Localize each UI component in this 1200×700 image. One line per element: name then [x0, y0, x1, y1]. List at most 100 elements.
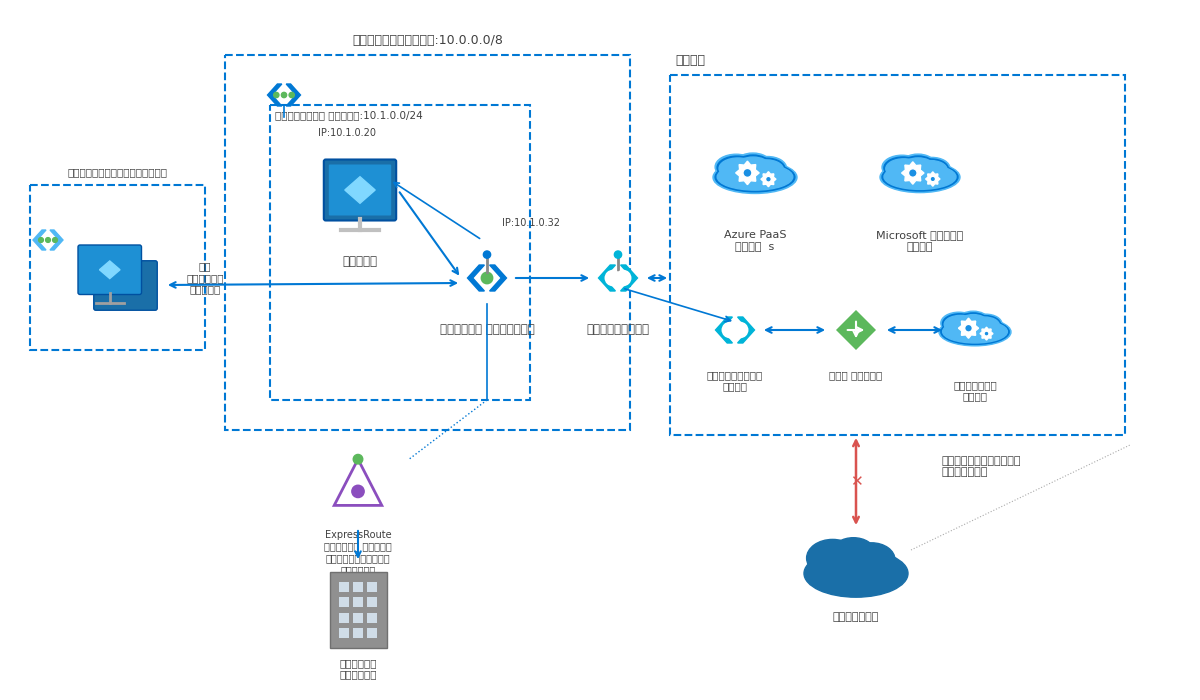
Ellipse shape [804, 550, 908, 597]
Circle shape [930, 176, 936, 182]
Polygon shape [100, 261, 120, 279]
Bar [367, 612, 377, 622]
Ellipse shape [970, 316, 1001, 334]
Ellipse shape [715, 162, 794, 192]
Ellipse shape [941, 319, 1009, 344]
Ellipse shape [970, 317, 1000, 333]
Ellipse shape [737, 155, 769, 172]
Text: ロード バランサー: ロード バランサー [829, 370, 883, 380]
Ellipse shape [941, 312, 977, 334]
Ellipse shape [914, 158, 950, 179]
Ellipse shape [884, 157, 922, 179]
Text: ピアリングされた仗想ネットワーク: ピアリングされた仗想ネットワーク [67, 167, 168, 177]
Ellipse shape [833, 538, 874, 565]
Ellipse shape [719, 158, 757, 178]
Bar [353, 612, 362, 622]
Polygon shape [34, 230, 46, 250]
Polygon shape [736, 161, 760, 185]
Ellipse shape [882, 163, 958, 191]
Text: サービスはインターネット
から保護される: サービスはインターネット から保護される [941, 456, 1020, 477]
Ellipse shape [914, 160, 947, 178]
Text: 会社が作成した
サービス: 会社が作成した サービス [953, 380, 997, 402]
Polygon shape [901, 162, 924, 184]
Text: Azure PaaS
サービス  s: Azure PaaS サービス s [724, 230, 786, 251]
Polygon shape [599, 265, 616, 291]
Text: プライベートリンク
サービス: プライベートリンク サービス [707, 370, 763, 391]
Ellipse shape [914, 159, 948, 179]
Circle shape [481, 272, 493, 284]
Polygon shape [620, 265, 637, 291]
Ellipse shape [960, 313, 986, 328]
Ellipse shape [715, 154, 757, 180]
Ellipse shape [718, 164, 793, 190]
Polygon shape [268, 84, 282, 106]
Circle shape [274, 92, 278, 97]
Bar [330, 572, 386, 648]
Ellipse shape [738, 157, 768, 172]
Text: サービス: サービス [674, 54, 706, 67]
Ellipse shape [942, 314, 977, 334]
Polygon shape [925, 172, 940, 186]
Text: 仗想マシン: 仗想マシン [342, 255, 378, 268]
Polygon shape [287, 84, 300, 106]
Text: オンプレミス
ネットワーク: オンプレミス ネットワーク [340, 658, 377, 680]
Bar [353, 582, 362, 592]
Bar [338, 612, 349, 622]
Ellipse shape [970, 314, 1002, 334]
Text: ExpressRoute
プライベート ピアリング
または仗想プライベート
ネットワーク: ExpressRoute プライベート ピアリング または仗想プライベート ネッ… [324, 530, 392, 575]
Ellipse shape [884, 164, 956, 190]
Circle shape [965, 324, 972, 332]
Bar [367, 628, 377, 638]
Polygon shape [835, 309, 877, 351]
Circle shape [908, 169, 917, 177]
FancyBboxPatch shape [329, 164, 391, 216]
Ellipse shape [902, 156, 934, 172]
Ellipse shape [806, 540, 859, 577]
Ellipse shape [880, 162, 960, 193]
Text: IP:10.1.0.32: IP:10.1.0.32 [502, 218, 560, 228]
Ellipse shape [940, 318, 1010, 346]
Text: インターネット: インターネット [833, 612, 880, 622]
Polygon shape [344, 176, 376, 203]
Circle shape [38, 237, 43, 242]
Circle shape [484, 251, 491, 258]
Text: 仗想
ネットワーク
ピアリング: 仗想 ネットワーク ピアリング [186, 261, 223, 295]
Text: IP:10.1.0.20: IP:10.1.0.20 [318, 128, 376, 138]
Ellipse shape [736, 153, 769, 172]
Bar [270, 105, 530, 400]
Text: ✕: ✕ [850, 474, 863, 489]
Ellipse shape [749, 157, 786, 180]
Circle shape [766, 176, 772, 182]
Ellipse shape [718, 156, 757, 179]
Ellipse shape [944, 316, 977, 333]
Circle shape [353, 454, 362, 464]
Bar [338, 582, 349, 592]
Ellipse shape [960, 314, 986, 328]
Bar [30, 185, 205, 350]
Polygon shape [490, 265, 506, 291]
Polygon shape [738, 317, 755, 343]
Circle shape [53, 237, 58, 242]
FancyBboxPatch shape [94, 261, 157, 310]
Bar [353, 598, 362, 608]
Ellipse shape [713, 161, 797, 193]
Ellipse shape [886, 159, 922, 178]
Circle shape [614, 251, 622, 258]
Circle shape [984, 331, 989, 336]
Ellipse shape [902, 154, 934, 172]
Ellipse shape [959, 312, 988, 327]
Ellipse shape [749, 158, 785, 179]
Bar [226, 55, 630, 430]
Bar [367, 582, 377, 592]
Bar [338, 598, 349, 608]
Bar [338, 628, 349, 638]
Circle shape [289, 92, 294, 97]
Circle shape [281, 92, 287, 97]
Polygon shape [761, 172, 776, 187]
Ellipse shape [848, 542, 895, 577]
Bar [353, 628, 362, 638]
Ellipse shape [749, 160, 784, 178]
Bar [670, 75, 1126, 435]
Text: プライベート エンドポイント: プライベート エンドポイント [439, 323, 534, 336]
Ellipse shape [882, 155, 922, 179]
